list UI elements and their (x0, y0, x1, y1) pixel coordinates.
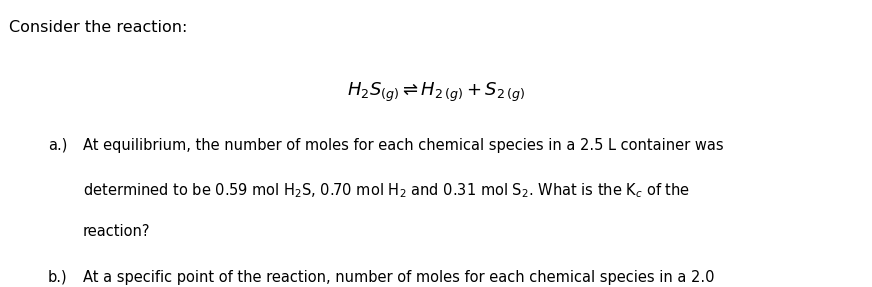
Text: a.): a.) (48, 138, 67, 153)
Text: At equilibrium, the number of moles for each chemical species in a 2.5 L contain: At equilibrium, the number of moles for … (83, 138, 724, 153)
Text: reaction?: reaction? (83, 224, 150, 239)
Text: $H_2S_{(g)} \rightleftharpoons H_{2\,(g)} + S_{2\,(g)}$: $H_2S_{(g)} \rightleftharpoons H_{2\,(g)… (347, 80, 525, 104)
Text: At a specific point of the reaction, number of moles for each chemical species i: At a specific point of the reaction, num… (83, 270, 714, 285)
Text: determined to be 0.59 mol H$_2$S, 0.70 mol H$_2$ and 0.31 mol S$_2$. What is the: determined to be 0.59 mol H$_2$S, 0.70 m… (83, 181, 690, 199)
Text: b.): b.) (48, 270, 68, 285)
Text: Consider the reaction:: Consider the reaction: (9, 20, 187, 35)
